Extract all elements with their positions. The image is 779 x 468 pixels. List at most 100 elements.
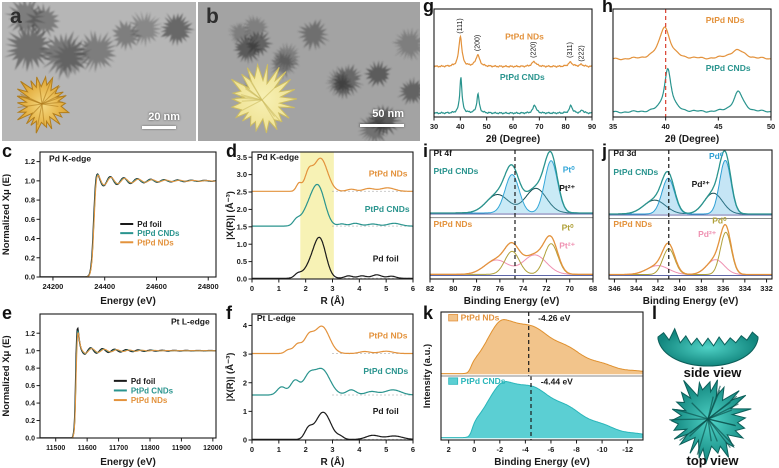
x-tick-label: 6 (411, 445, 415, 454)
x-tick-label: -8 (573, 445, 580, 454)
nanoparticle-blob (397, 76, 427, 106)
series-PtPd CNDs (40, 174, 216, 277)
y-tick-label: 1.2 (25, 157, 35, 166)
nanoparticle-blob (363, 60, 392, 88)
panel-letter: f (226, 303, 232, 323)
nanoparticle-blob (24, 3, 61, 38)
x-tick-label: 334 (739, 284, 752, 293)
chart-canvas: 0 1 2 3 4 5 6 0 1 2 3 4 R (Å) |X(R)| (Å⁻³) Pt L-edge Pt… (224, 307, 420, 468)
annotation: Pd⁰ (712, 215, 727, 225)
x-axis-label: Energy (eV) (100, 296, 156, 307)
scale-bar-label: 20 nm (148, 111, 180, 123)
panel-letter: k (423, 303, 434, 323)
x-tick-label: 50 (482, 122, 490, 131)
series-PtPd NDs (441, 318, 643, 375)
nanoparticle-blob (233, 33, 264, 65)
panel-letter: a (10, 5, 22, 28)
x-tick-label: 2 (304, 445, 308, 454)
nanoparticle-blob (111, 19, 143, 52)
series-PtPd NDs (252, 157, 413, 192)
annotation: PtPd NDs (613, 219, 652, 229)
x-tick-label: 2 (447, 445, 451, 454)
y-tick-label: 2.0 (237, 205, 247, 214)
y-tick-label: 0.4 (25, 234, 36, 243)
annotation: PtPd NDs (706, 15, 745, 25)
series-fill-Pt0 CNDs (430, 160, 593, 213)
x-axis-label: Binding Energy (eV) (494, 457, 590, 468)
annotation: PtPd NDs (369, 168, 408, 178)
x-tick-label: 76 (496, 284, 504, 293)
axis-frame (440, 311, 644, 441)
annotation: Pt²⁺ (559, 240, 575, 250)
x-axis-label: Energy (eV) (100, 457, 156, 468)
nanoparticle-blob (296, 19, 330, 52)
series-Pd2+ CNDs (609, 192, 772, 215)
y-tick-label: 0.8 (25, 366, 35, 373)
scale-bar-label: 50 nm (372, 108, 404, 120)
y-tick-label: 0.0 (25, 273, 35, 282)
annotation: Pt L-edge (257, 313, 296, 323)
x-tick-label: 346 (608, 284, 621, 293)
x-tick-label: 4 (357, 284, 362, 293)
x-tick-label: 82 (426, 284, 434, 293)
x-tick-label: 332 (760, 284, 773, 293)
annotation: PtPd NDs (505, 32, 544, 42)
series-Pd2+ NDs (609, 259, 772, 275)
xps-pd3d-chart-panel-j: j 346 344 342 340 338 336 334 332 Binding Energy… (600, 141, 779, 307)
annotation: PtPd CNDs (500, 72, 545, 82)
xps-pt4f-chart-panel-i: i 82 80 78 76 74 72 70 68 Binding Energy (eV) Pt … (421, 141, 600, 307)
x-tick-label: 1 (277, 284, 281, 293)
model-canvas (650, 307, 779, 468)
x-tick-label: 24800 (198, 282, 219, 291)
y-tick-label: 0 (243, 436, 247, 445)
panel-letter: c (2, 141, 13, 161)
y-tick-label: 0.2 (25, 418, 35, 425)
annotation: (311) (567, 42, 574, 58)
legend-label: PtPd NDs (131, 396, 168, 405)
y-tick-label: 1.2 (25, 331, 35, 338)
nanoparticle-blob (160, 12, 195, 47)
nanoparticle-blob (73, 29, 118, 73)
x-tick-label: 70 (566, 284, 574, 293)
y-tick-label: 0.4 (25, 401, 35, 408)
legend-label: PtPd CNDs (131, 386, 174, 395)
panel-letter: e (2, 303, 13, 323)
series-Pd foil (40, 326, 216, 438)
panel-letter: i (423, 141, 429, 161)
nanoparticle-blob (127, 10, 163, 48)
series-PtPd NDs (613, 26, 771, 61)
annotation: (220) (531, 42, 538, 58)
series-PtPd CNDs (40, 330, 216, 438)
scale-bar (360, 124, 404, 127)
chart-svg: 24200 24400 24600 24800 0.0 0.2 0.4 0.6 0.8 1.0 1.… (1, 151, 219, 307)
xrd-zoom-chart-panel-h: h 35 40 45 50 2θ (Degree) PtPd NDs PtPd CNDs (600, 0, 779, 145)
x-tick-label: 60 (509, 122, 517, 131)
top-view-model (670, 379, 752, 465)
x-tick-label: 90 (588, 122, 596, 131)
annotation: Pt⁰ (563, 165, 576, 175)
x-tick-label: 336 (717, 284, 730, 293)
series-Pd foil (252, 236, 413, 279)
x-tick-label: 11800 (140, 445, 159, 452)
x-tick-label: 12000 (203, 445, 223, 452)
x-tick-label: 1 (277, 445, 281, 454)
series-PtPd NDs envelope (609, 223, 772, 276)
top-view-label: top view (686, 453, 739, 468)
tem-svg (3, 0, 195, 134)
x-tick-label: 11500 (46, 445, 65, 452)
nanoparticle-blob (391, 27, 429, 61)
chart-canvas: 346 344 342 340 338 336 334 332 Binding Energy (… (600, 145, 779, 307)
series-PtPd CNDs envelope (609, 150, 772, 215)
y-tick-label: 3.5 (237, 153, 247, 162)
x-tick-label: 2 (304, 284, 308, 293)
y-tick-label: 2.5 (237, 188, 247, 197)
y-tick-label: 0.2 (25, 253, 35, 262)
x-tick-label: 0 (250, 445, 254, 454)
xrd-chart-panel-g: g 30 40 50 60 70 80 90 2θ (Degree) PtPd NDs PtPd … (421, 0, 600, 145)
y-axis-label: Normalized Xμ (E) (1, 174, 12, 255)
x-tick-label: 3 (330, 445, 334, 454)
series-Pd foil (40, 173, 216, 277)
chart-canvas: 24200 24400 24600 24800 0.0 0.2 0.4 0.6 0.8 1.0 1.… (0, 145, 224, 307)
x-tick-label: 70 (535, 122, 543, 131)
